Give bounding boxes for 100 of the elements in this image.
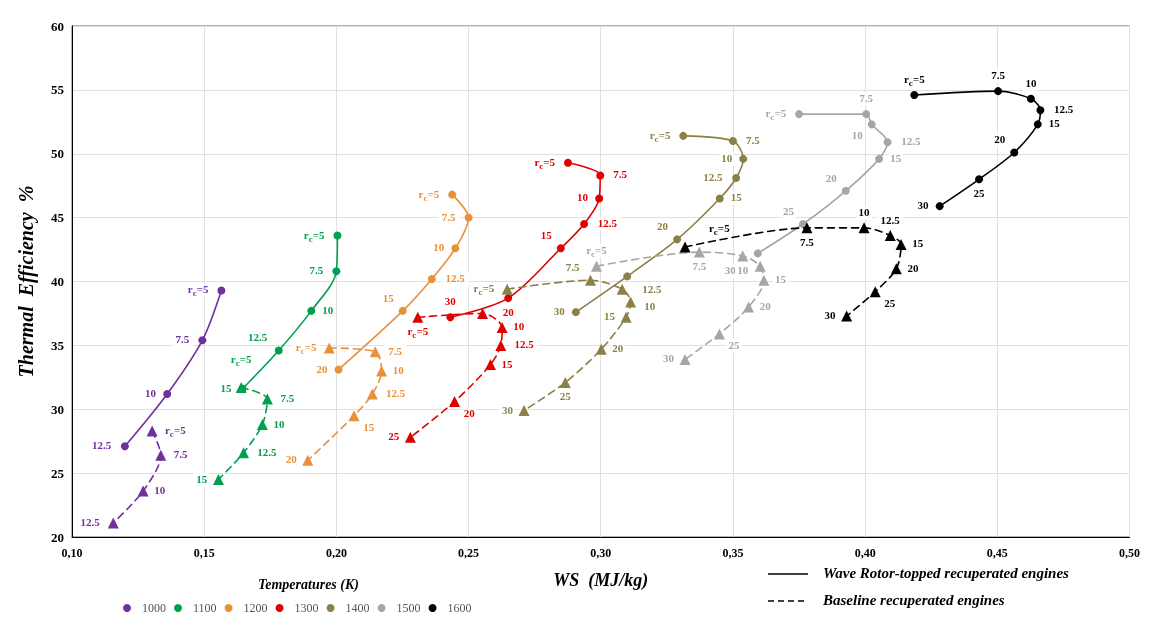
point <box>935 202 944 211</box>
annotation: 20 <box>610 342 626 357</box>
annotation: 7.5 <box>561 261 584 276</box>
annotation: 7.5 <box>796 235 818 250</box>
point <box>256 419 268 431</box>
annotation: 7.5 <box>276 392 299 407</box>
point <box>994 87 1003 96</box>
x-tick-label: 0,40 <box>854 546 876 560</box>
point <box>449 396 461 408</box>
point <box>895 238 907 250</box>
point <box>448 190 457 199</box>
annotation: 10 <box>1023 76 1039 91</box>
annotation: r$_{c}$=5 <box>183 283 213 299</box>
point <box>732 174 741 183</box>
point <box>120 442 129 451</box>
point <box>451 244 460 253</box>
annotation: 12.5 <box>593 217 622 231</box>
annotation: 7.5 <box>169 448 192 463</box>
point <box>884 230 896 242</box>
legend-title: Temperatures (K) <box>258 576 359 593</box>
point <box>495 339 507 351</box>
annotation: 12.5 <box>87 439 116 454</box>
annotation: r$_{c}$=5 <box>900 72 929 89</box>
point <box>412 311 424 323</box>
point <box>348 410 360 422</box>
y-tick-label: 25 <box>51 465 65 481</box>
point <box>616 283 628 295</box>
point <box>673 235 682 244</box>
annotation: r$_{c}$=5 <box>403 325 432 341</box>
point <box>427 274 436 283</box>
y-tick-label: 50 <box>51 146 64 162</box>
legend-label: 1500 <box>396 601 421 615</box>
point <box>595 194 604 203</box>
legend-label: 1600 <box>447 601 472 615</box>
point <box>713 328 725 340</box>
annotation: 7.5 <box>384 344 407 359</box>
point <box>858 222 870 234</box>
annotation: 7.5 <box>987 69 1009 84</box>
point <box>563 158 572 167</box>
annotation: 7.5 <box>855 92 878 107</box>
annotation: 12.5 <box>509 338 539 353</box>
point <box>146 425 158 437</box>
annotation: r$_{c}$=5 <box>414 187 444 203</box>
point <box>591 260 603 272</box>
annotation: 20 <box>905 261 921 276</box>
point <box>737 250 749 262</box>
annotation: r$_{c}$=5 <box>761 107 791 123</box>
point <box>155 449 167 461</box>
annotation: 12.5 <box>252 445 281 460</box>
point <box>504 294 513 303</box>
annotation: 10 <box>271 417 287 432</box>
annotation: 10 <box>152 484 168 498</box>
point <box>302 454 314 466</box>
annotation: 7.5 <box>609 168 632 183</box>
annotation: r$_{c}$=5 <box>469 282 499 298</box>
point <box>739 154 748 163</box>
point <box>464 213 473 222</box>
annotation: 30 <box>499 403 516 418</box>
annotation: r$_{c}$=5 <box>645 128 675 145</box>
point <box>496 321 508 333</box>
legend-label: 1200 <box>243 601 268 615</box>
annotation: 15 <box>380 291 396 306</box>
legend-label: 1300 <box>294 601 319 615</box>
point <box>212 474 224 486</box>
annotation: 15 <box>1046 117 1062 132</box>
point <box>501 283 513 295</box>
annotation: 7.5 <box>741 133 764 148</box>
annotation: 20 <box>283 453 299 468</box>
annotation: 7.5 <box>305 264 328 279</box>
y-tick-label: 40 <box>51 274 64 289</box>
annotation: 20 <box>314 362 330 377</box>
x-tick-label: 0,10 <box>61 546 83 560</box>
annotation: 12.5 <box>381 386 410 401</box>
annotation: 25 <box>386 430 402 445</box>
annotation: 15 <box>601 310 618 325</box>
annotation: 10 <box>431 241 447 256</box>
point <box>163 389 172 398</box>
annotation: r$_{c}$=5 <box>582 244 611 260</box>
point <box>274 346 283 355</box>
annotation: 15 <box>538 229 554 244</box>
annotation: 15 <box>194 472 210 487</box>
text: Baseline recuperated engines <box>822 591 1005 608</box>
point <box>910 90 919 99</box>
point <box>559 376 571 388</box>
point <box>584 274 596 286</box>
annotation: 30 <box>722 264 738 279</box>
point <box>518 405 530 417</box>
point <box>323 342 335 354</box>
annotation: 12.5 <box>1049 103 1078 118</box>
y-tick-label: 35 <box>51 337 65 353</box>
point <box>198 336 207 345</box>
y-tick-label: 20 <box>51 529 64 545</box>
annotation: 10 <box>390 363 406 378</box>
point <box>1036 106 1045 115</box>
point <box>758 274 770 286</box>
annotation: 25 <box>780 205 796 219</box>
annotation: 15 <box>361 420 377 435</box>
point <box>890 263 902 275</box>
x-tick-label: 0,50 <box>1119 546 1140 560</box>
point <box>883 138 892 147</box>
